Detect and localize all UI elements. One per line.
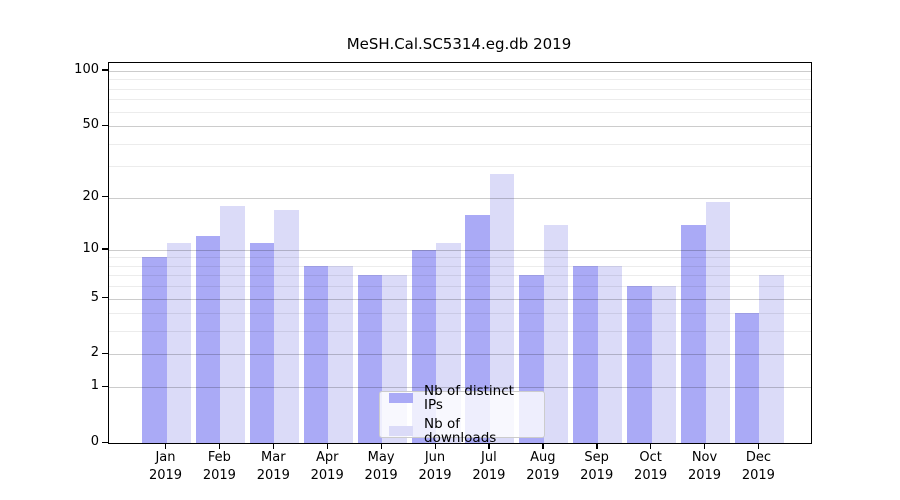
gridline-major-2 <box>109 354 811 356</box>
chart-title: MeSH.Cal.SC5314.eg.db 2019 <box>346 35 572 53</box>
x-tick-jul <box>488 443 490 449</box>
x-tick-label-dec: Dec 2019 <box>741 450 775 483</box>
x-tick-nov <box>704 443 706 449</box>
gridline-minor-30 <box>109 166 811 168</box>
gridline-major-20 <box>109 197 811 199</box>
bar-distinct-ips-feb <box>195 236 221 443</box>
gridline-minor-6 <box>109 286 811 288</box>
legend-entry-distinct-ips: Nb of distinct IPs <box>389 384 535 412</box>
y-tick-1 <box>101 385 108 388</box>
y-tick-10 <box>101 248 108 250</box>
y-tick-2 <box>101 352 108 355</box>
bar-downloads-dec <box>759 275 784 443</box>
x-tick-may <box>380 443 382 449</box>
gridline-major-10 <box>109 249 811 251</box>
bar-distinct-ips-nov <box>681 224 706 443</box>
x-tick-label-jun: Jun 2019 <box>418 450 452 483</box>
x-tick-label-apr: Apr 2019 <box>310 450 344 483</box>
x-tick-sep <box>596 443 598 449</box>
bar-distinct-ips-dec <box>734 313 760 443</box>
gridline-minor-8 <box>109 265 811 267</box>
gridline-major-1 <box>109 387 811 389</box>
y-tick-0 <box>101 441 108 443</box>
x-tick-dec <box>757 443 760 449</box>
x-tick-label-may: May 2019 <box>364 450 398 483</box>
bar-distinct-ips-apr <box>303 265 329 443</box>
legend-entry-downloads: Nb of downloads <box>389 417 535 445</box>
x-tick-mar <box>272 443 275 449</box>
y-tick-label-100: 100 <box>74 61 99 77</box>
gridline-minor-9 <box>109 257 811 259</box>
x-tick-jun <box>434 443 436 449</box>
gridline-minor-4 <box>109 313 811 315</box>
x-tick-label-jul: Jul 2019 <box>472 450 506 483</box>
legend-swatch-distinct-ips <box>389 393 413 403</box>
y-tick-label-10: 10 <box>82 240 99 256</box>
gridline-minor-60 <box>109 111 811 113</box>
y-tick-5 <box>101 297 108 299</box>
gridline-minor-40 <box>109 143 811 145</box>
y-tick-label-1: 1 <box>90 378 99 394</box>
gridline-minor-80 <box>109 88 811 90</box>
y-tick-label-5: 5 <box>90 289 99 305</box>
x-tick-label-mar: Mar 2019 <box>256 450 290 483</box>
gridline-major-50 <box>109 126 811 128</box>
gridline-major-100 <box>109 70 811 72</box>
y-tick-label-50: 50 <box>82 117 99 133</box>
x-tick-oct <box>650 443 652 449</box>
x-tick-label-sep: Sep 2019 <box>580 450 614 483</box>
bar-distinct-ips-mar <box>249 242 275 443</box>
x-tick-feb <box>218 443 221 449</box>
x-tick-jan <box>165 443 167 449</box>
x-tick-label-nov: Nov 2019 <box>687 450 722 483</box>
legend: Nb of distinct IPs Nb of downloads <box>379 384 545 445</box>
bar-distinct-ips-oct <box>627 286 652 443</box>
bar-downloads-mar <box>274 210 299 443</box>
legend-swatch-downloads <box>389 426 413 436</box>
x-tick-label-aug: Aug 2019 <box>526 450 560 483</box>
bar-distinct-ips-sep <box>573 265 598 443</box>
bar-downloads-sep <box>597 265 623 443</box>
bar-distinct-ips-jan <box>142 257 167 443</box>
bar-downloads-oct <box>651 286 677 443</box>
x-tick-apr <box>326 443 329 449</box>
legend-label-downloads: Nb of downloads <box>424 416 497 446</box>
gridline-minor-7 <box>109 275 811 277</box>
y-tick-label-2: 2 <box>90 345 99 361</box>
y-tick-20 <box>101 196 108 198</box>
gridline-minor-90 <box>109 79 811 81</box>
bar-downloads-aug <box>543 224 569 443</box>
x-tick-label-feb: Feb 2019 <box>202 450 236 483</box>
legend-label-distinct-ips: Nb of distinct IPs <box>424 383 514 413</box>
y-tick-50 <box>101 124 108 126</box>
y-tick-label-0: 0 <box>90 434 99 449</box>
x-tick-label-jan: Jan 2019 <box>148 450 183 483</box>
x-tick-aug <box>542 443 544 449</box>
gridline-major-5 <box>109 298 811 300</box>
bar-downloads-feb <box>220 205 245 443</box>
bar-distinct-ips-may <box>357 275 383 443</box>
y-tick-label-20: 20 <box>82 188 99 204</box>
x-tick-label-oct: Oct 2019 <box>634 450 668 483</box>
y-tick-100 <box>101 69 108 71</box>
bar-downloads-jan <box>166 242 191 443</box>
bar-downloads-nov <box>705 201 730 443</box>
bar-downloads-apr <box>328 265 353 443</box>
gridline-minor-70 <box>109 99 811 101</box>
gridline-minor-3 <box>109 331 811 333</box>
